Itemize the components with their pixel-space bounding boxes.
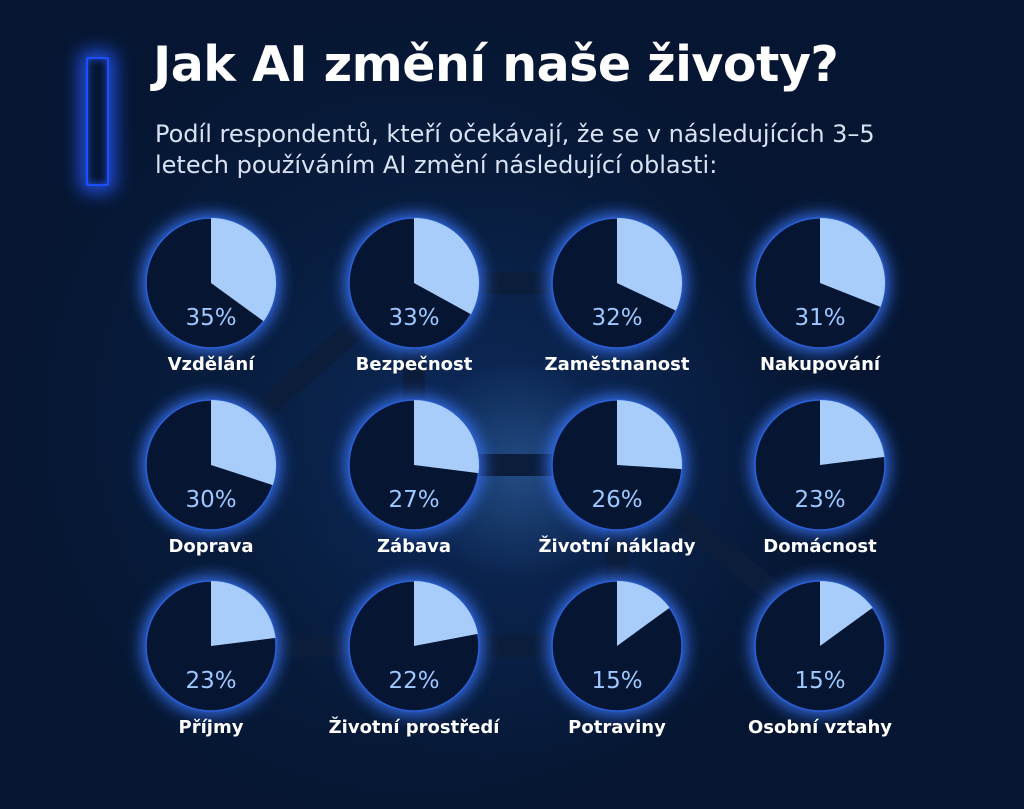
pie-category-label: Příjmy [179, 717, 244, 738]
pie-value-label: 22% [388, 668, 439, 694]
pie-value-label: 26% [591, 487, 642, 513]
pie-category-label: Zaměstnanost [545, 354, 690, 375]
pie-value-label: 23% [794, 487, 845, 513]
pie-slice [414, 581, 478, 646]
pie-slice [617, 400, 682, 470]
pie-value-label: 30% [185, 487, 236, 513]
pie-item: 30% Doprava [142, 396, 280, 557]
pie-slice [820, 581, 873, 646]
connector-line [233, 304, 382, 437]
pie-value-label: 23% [185, 668, 236, 694]
pie-item: 35% Vzdělání [142, 214, 280, 375]
pie-slice [414, 218, 479, 315]
chart-title: Jak AI změní naše životy? [153, 36, 839, 93]
pie-slice [211, 218, 277, 322]
pie-item: 23% Příjmy [142, 577, 280, 738]
pie-value-label: 27% [388, 487, 439, 513]
pie-item: 22% Životní prostředí [329, 577, 501, 738]
pie-slice [414, 400, 480, 474]
pie-category-label: Zábava [377, 536, 451, 557]
pie-item: 27% Zábava [345, 396, 483, 557]
pie-slice [820, 218, 886, 307]
pie-value-label: 15% [794, 668, 845, 694]
pie-slice [211, 400, 277, 486]
pie-value-label: 32% [591, 305, 642, 331]
pie-category-label: Nakupování [760, 354, 881, 375]
pie-item: 32% Zaměstnanost [545, 214, 690, 375]
pie-group: 35%Vzdělání33%Bezpečnost32%Zaměstnanost3… [142, 214, 892, 738]
pie-category-label: Vzdělání [168, 354, 256, 375]
pie-slice [211, 581, 276, 646]
pie-category-label: Domácnost [763, 536, 877, 557]
accent-bar [86, 57, 109, 186]
pie-value-label: 35% [185, 305, 236, 331]
pie-value-label: 15% [591, 668, 642, 694]
pie-category-label: Životní prostředí [329, 716, 501, 738]
pie-item: 15% Osobní vztahy [748, 577, 892, 738]
pie-value-label: 31% [794, 305, 845, 331]
pie-category-label: Osobní vztahy [748, 717, 892, 738]
pie-category-label: Životní náklady [538, 535, 695, 557]
pie-slice [617, 218, 682, 311]
chart-subtitle: Podíl respondentů, kteří očekávají, že s… [155, 120, 875, 179]
pie-slice [617, 581, 670, 646]
connector-lines [211, 272, 797, 657]
pie-slice [820, 400, 885, 465]
pie-item: 33% Bezpečnost [345, 214, 483, 375]
pie-category-label: Bezpečnost [356, 354, 473, 375]
pie-item: 31% Nakupování [751, 214, 889, 375]
pie-category-label: Doprava [168, 536, 253, 557]
pie-item: 23% Domácnost [751, 396, 889, 557]
pie-item: 15% Potraviny [548, 577, 686, 738]
pie-item: 26% Životní náklady [538, 396, 696, 557]
pie-category-label: Potraviny [568, 717, 666, 738]
pie-value-label: 33% [388, 305, 439, 331]
